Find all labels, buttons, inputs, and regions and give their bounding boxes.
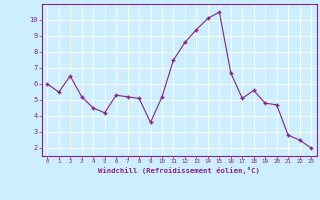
X-axis label: Windchill (Refroidissement éolien,°C): Windchill (Refroidissement éolien,°C) [98, 167, 260, 174]
